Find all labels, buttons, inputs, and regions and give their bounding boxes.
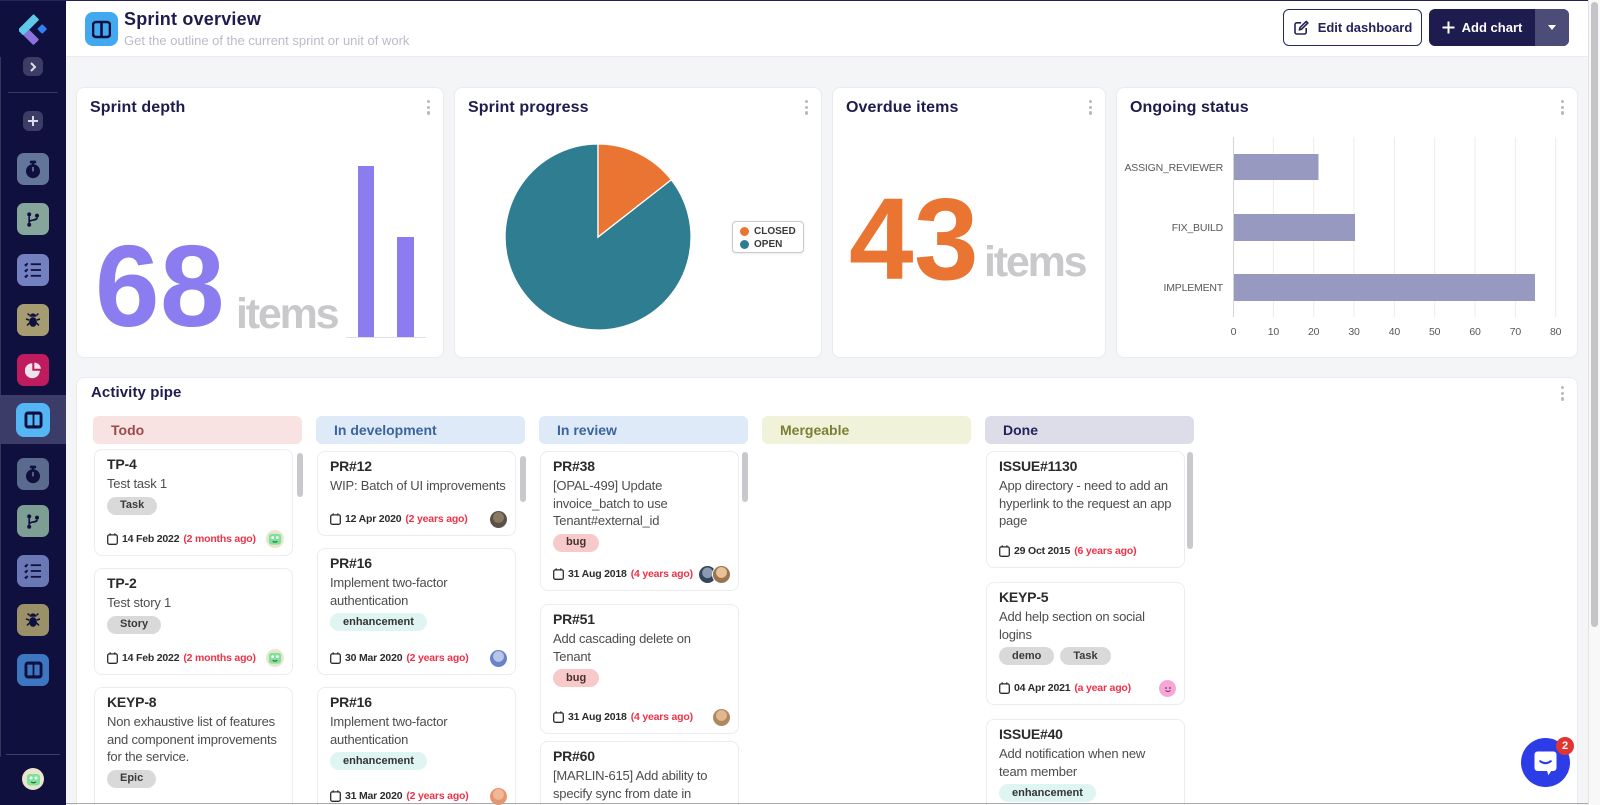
svg-text:80: 80 [1550,326,1562,338]
svg-text:40: 40 [1389,326,1401,338]
svg-text:10: 10 [1268,326,1280,338]
svg-text:0: 0 [1231,326,1237,338]
svg-text:60: 60 [1469,326,1481,338]
svg-text:FIX_BUILD: FIX_BUILD [1172,222,1224,234]
svg-text:IMPLEMENT: IMPLEMENT [1164,282,1224,294]
svg-text:30: 30 [1348,326,1360,338]
svg-text:70: 70 [1510,326,1522,338]
svg-text:50: 50 [1429,326,1441,338]
svg-text:20: 20 [1308,326,1320,338]
svg-text:ASSIGN_REVIEWER: ASSIGN_REVIEWER [1124,162,1223,174]
